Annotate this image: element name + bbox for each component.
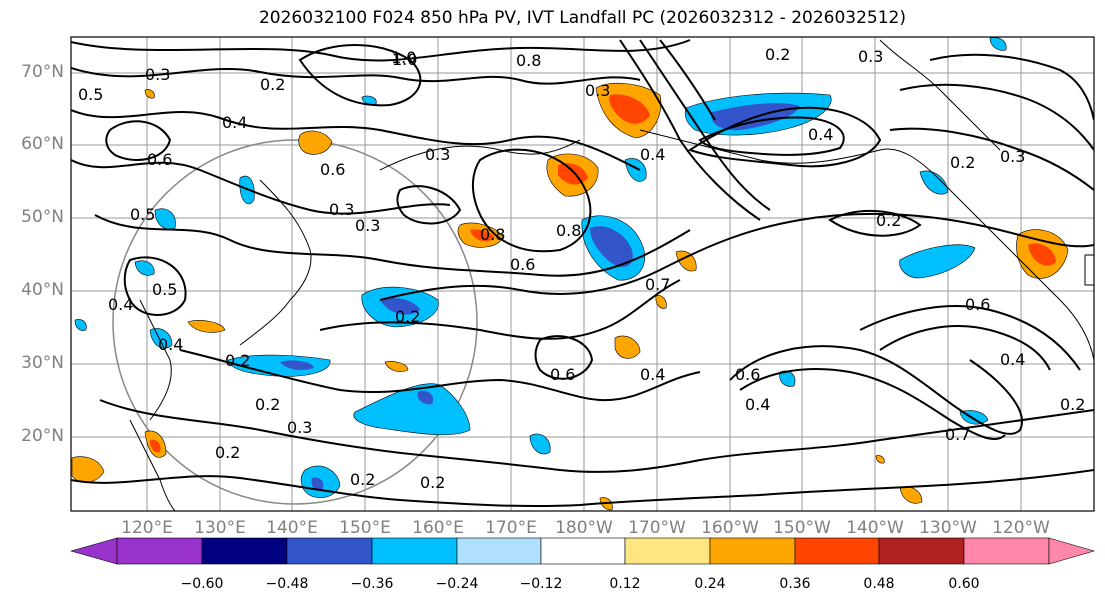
colorbar-tick-label: −0.60 — [180, 576, 224, 592]
colorbar-tick-label: −0.12 — [519, 576, 563, 592]
colorbar-tick-label: −0.24 — [435, 576, 479, 592]
contour-label: 0.5 — [130, 205, 155, 224]
lon-label-180w: 180°W — [555, 518, 613, 538]
contour-label: 0.3 — [355, 216, 380, 235]
colorbar-tick-label: −0.48 — [265, 576, 309, 592]
contour-label: 0.7 — [645, 275, 670, 294]
lon-label-130w: 130°W — [919, 518, 977, 538]
contour-label: 0.2 — [225, 351, 250, 370]
lon-label-120w: 120°W — [992, 518, 1050, 538]
colorbar-tick-label: 0.48 — [863, 576, 895, 592]
lon-label-130e: 130°E — [194, 518, 246, 538]
contour-label: 0.2 — [765, 45, 790, 64]
contour-label: 0.2 — [215, 443, 240, 462]
lat-label-60n: 60°N — [21, 134, 64, 154]
contour-label: 0.5 — [78, 85, 103, 104]
contour-label: 0.6 — [965, 295, 990, 314]
contour-label: 0.2 — [876, 211, 901, 230]
range-ring — [112, 139, 478, 505]
lat-label-70n: 70°N — [21, 62, 64, 82]
lon-label-160w: 160°W — [701, 518, 759, 538]
contour-label: 0.4 — [745, 395, 770, 414]
contour-label: 0.3 — [287, 418, 312, 437]
map-frame — [70, 36, 1095, 512]
colorbar-tick-label: 0.60 — [948, 576, 980, 592]
lon-label-160e: 160°E — [412, 518, 464, 538]
shaded-anomalies — [71, 37, 1069, 511]
colorbar-tick-label: 0.12 — [609, 576, 641, 592]
contour-label: 0.4 — [640, 145, 665, 164]
contour-label: 0.3 — [858, 47, 883, 66]
lon-label-170w: 170°W — [628, 518, 686, 538]
contour-label: 0.6 — [550, 365, 575, 384]
contour-label: 0.3 — [329, 200, 354, 219]
lat-label-20n: 20°N — [21, 426, 64, 446]
lon-label-140w: 140°W — [846, 518, 904, 538]
contour-label: 0.4 — [808, 125, 833, 144]
contour-label: 0.6 — [320, 160, 345, 179]
contour-label: 0.8 — [516, 51, 541, 70]
contour-label: 0.2 — [260, 75, 285, 94]
coastlines — [129, 39, 1094, 511]
contour-labels: 0.31.0 0.80.50.20.40.60.30.80.50.40.60.30… — [78, 45, 1085, 492]
contour-label: 0.2 — [350, 470, 375, 489]
contour-lines — [71, 39, 1094, 508]
colorbar-extend-left — [69, 537, 118, 565]
contour-label: 0.3 — [145, 65, 170, 84]
colorbar-tick-label: 0.24 — [694, 576, 726, 592]
contour-label: 1.0 — [392, 50, 417, 69]
contour-label: 0.4 — [1000, 350, 1025, 369]
lon-label-150e: 150°E — [339, 518, 391, 538]
lon-label-150w: 150°W — [773, 518, 831, 538]
contour-label: 1.0 — [391, 48, 416, 67]
contour-label: 0.8 — [480, 225, 505, 244]
colorbar-extend-right — [1048, 537, 1096, 565]
contour-label: 0.2 — [255, 395, 280, 414]
contour-label: 0.6 — [510, 255, 535, 274]
contour-label: 0.2 — [950, 153, 975, 172]
lon-label-140e: 140°E — [266, 518, 318, 538]
contour-label: 0.2 — [1060, 395, 1085, 414]
contour-label: 0.5 — [152, 280, 177, 299]
colorbar-tick-label: −0.36 — [350, 576, 394, 592]
contour-label: 0.4 — [158, 335, 183, 354]
lon-label-120e: 120°E — [121, 518, 173, 538]
lat-label-40n: 40°N — [21, 280, 64, 300]
contour-label: 0.3 — [1000, 147, 1025, 166]
contour-label: 0.4 — [108, 295, 133, 314]
contour-label: 0.2 — [420, 473, 445, 492]
lat-label-50n: 50°N — [21, 207, 64, 227]
contour-label: 0.3 — [425, 145, 450, 164]
contour-label: 0.6 — [735, 365, 760, 384]
colorbar — [69, 537, 1096, 565]
map-title: 2026032100 F024 850 hPa PV, IVT Landfall… — [258, 8, 906, 28]
contour-label: 0.4 — [222, 113, 247, 132]
contour-label: 0.7 — [945, 425, 970, 444]
contour-label: 0.2 — [395, 307, 420, 326]
colorbar-tick-label: 0.36 — [779, 576, 811, 592]
lat-label-30n: 30°N — [21, 353, 64, 373]
contour-label: 0.3 — [585, 81, 610, 100]
contour-label: 0.6 — [147, 150, 172, 169]
lon-label-170e: 170°E — [485, 518, 537, 538]
contour-label: 0.8 — [556, 221, 581, 240]
contour-label: 0.4 — [640, 365, 665, 384]
